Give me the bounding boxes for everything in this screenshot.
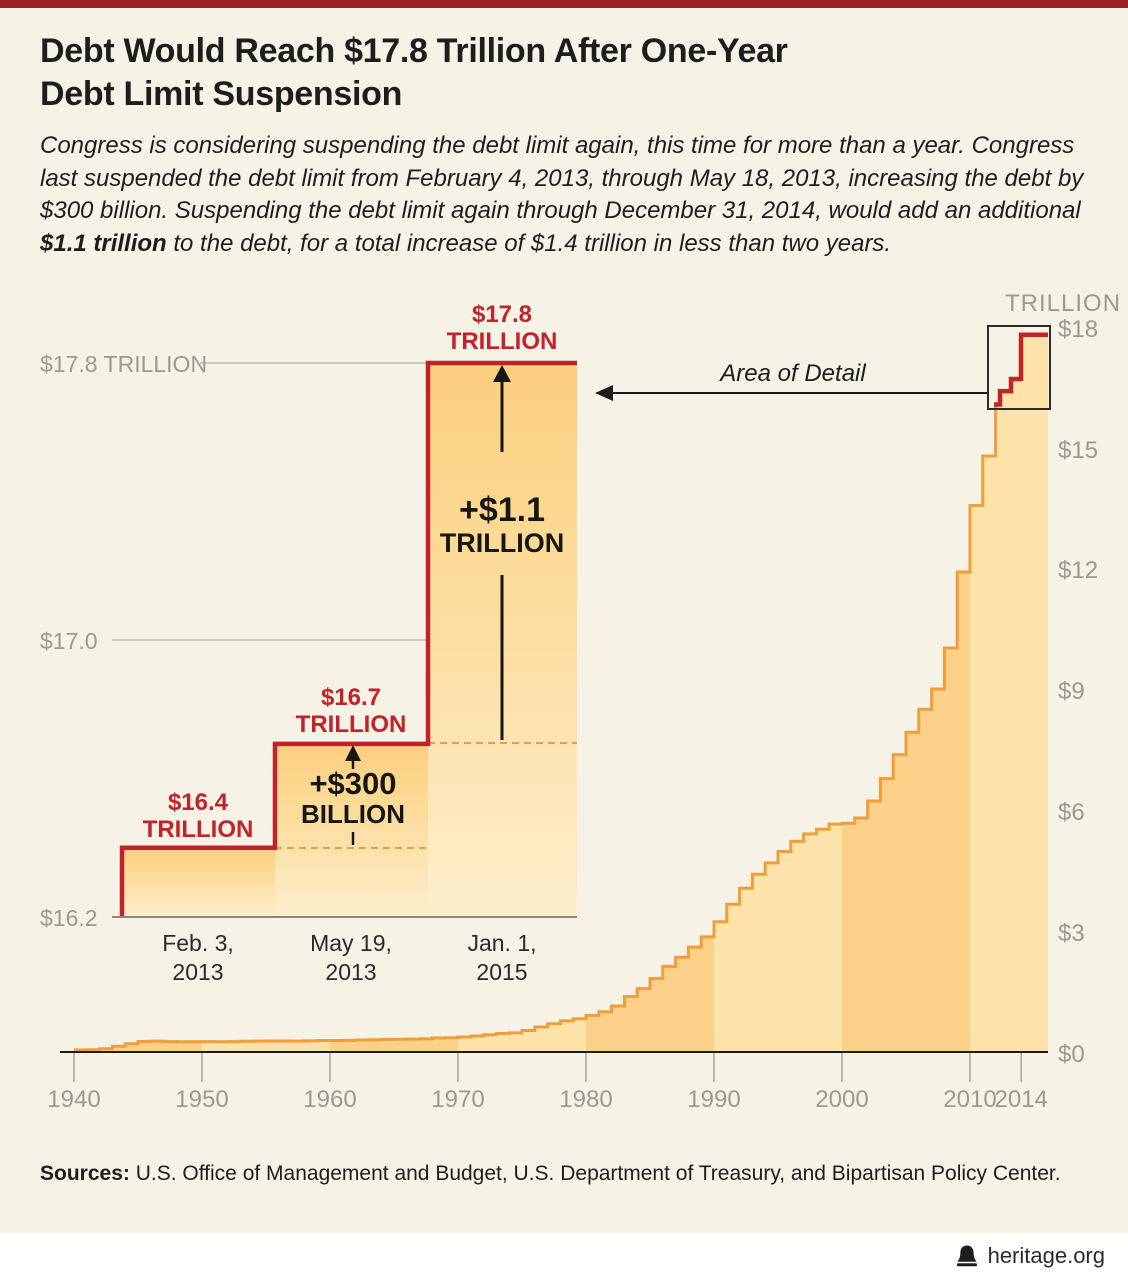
x-tick-label: 1950 bbox=[175, 1086, 229, 1113]
intro-text-1: Congress is considering suspending the d… bbox=[40, 132, 1084, 224]
y-tick-label: $18 bbox=[1058, 315, 1099, 343]
value-label-17-8: $17.8 TRILLION bbox=[402, 301, 602, 355]
y-tick-label: $6 bbox=[1058, 799, 1085, 827]
date-jan-line1: Jan. 1, bbox=[467, 930, 537, 956]
date-label-may-2013: May 19, 2013 bbox=[251, 929, 451, 987]
annotation-plus-300-billion: +$300 BILLION bbox=[253, 767, 453, 829]
inset-debt-step-line bbox=[119, 360, 577, 917]
top-accent-bar bbox=[0, 0, 1128, 8]
x-tick-label: 1980 bbox=[559, 1086, 613, 1113]
value-label-16-7: $16.7 TRILLION bbox=[251, 684, 451, 738]
ann-300-arrowhead bbox=[345, 745, 361, 761]
inset-y-label-16-2: $16.2 bbox=[40, 905, 98, 931]
inset-step-fill bbox=[122, 847, 275, 917]
page-title: Debt Would Reach $17.8 Trillion After On… bbox=[40, 30, 788, 116]
date-feb-line1: Feb. 3, bbox=[162, 930, 234, 956]
unit-16-4: TRILLION bbox=[142, 816, 254, 843]
date-may-line1: May 19, bbox=[310, 930, 392, 956]
x-tick-label: 2000 bbox=[815, 1086, 869, 1113]
brand-footer: heritage.org bbox=[955, 1243, 1105, 1269]
value-17-8: $17.8 bbox=[471, 301, 533, 328]
ann-300-unit: BILLION bbox=[301, 799, 405, 829]
title-line-1: Debt Would Reach $17.8 Trillion After On… bbox=[40, 32, 788, 70]
intro-paragraph: Congress is considering suspending the d… bbox=[40, 130, 1102, 260]
inset-y-label-17-0: $17.0 bbox=[40, 628, 98, 654]
x-axis-ticks bbox=[73, 1053, 1022, 1082]
date-may-line2: 2013 bbox=[325, 959, 377, 985]
sources-text: U.S. Office of Management and Budget, U.… bbox=[129, 1162, 1061, 1185]
inset-y-label-17-8: $17.8 TRILLION bbox=[40, 351, 208, 377]
area-of-detail-label: Area of Detail bbox=[720, 360, 866, 387]
annotation-plus-1-1-trillion: +$1.1 TRILLION bbox=[402, 492, 602, 558]
ann-11-arrowhead bbox=[493, 365, 511, 382]
ann-11-unit: TRILLION bbox=[439, 528, 565, 558]
decade-band bbox=[586, 334, 714, 1052]
sources-line: Sources: U.S. Office of Management and B… bbox=[40, 1162, 1061, 1186]
value-label-16-4: $16.4 TRILLION bbox=[98, 789, 298, 843]
x-tick-label: 2014 bbox=[994, 1086, 1048, 1113]
sources-label: Sources: bbox=[40, 1162, 130, 1185]
x-tick-label: 1940 bbox=[47, 1086, 101, 1113]
x-tick-label: 1960 bbox=[303, 1086, 357, 1113]
decade-band bbox=[970, 334, 1048, 1052]
date-feb-line2: 2013 bbox=[172, 959, 224, 985]
y-tick-label: $0 bbox=[1058, 1041, 1085, 1068]
decade-band bbox=[714, 334, 842, 1052]
intro-bold-figure: $1.1 trillion bbox=[40, 229, 167, 257]
decade-band bbox=[842, 334, 970, 1052]
liberty-bell-icon bbox=[956, 1245, 977, 1267]
value-16-4: $16.4 bbox=[167, 789, 229, 816]
date-label-jan-2015: Jan. 1, 2015 bbox=[402, 929, 602, 987]
debt-projection-highlight-line bbox=[994, 332, 1048, 407]
area-of-detail-arrowhead bbox=[595, 385, 613, 401]
ann-11-value: +$1.1 bbox=[458, 491, 546, 529]
unit-17-8: TRILLION bbox=[446, 328, 558, 355]
y-tick-label: $9 bbox=[1058, 678, 1085, 706]
x-tick-label: 2010 bbox=[943, 1086, 997, 1113]
value-16-7: $16.7 bbox=[320, 684, 382, 711]
detail-step-chart bbox=[112, 360, 577, 918]
intro-text-2: to the debt, for a total increase of $1.… bbox=[166, 229, 892, 257]
y-tick-label: $3 bbox=[1058, 920, 1085, 948]
x-tick-label: 1970 bbox=[431, 1086, 485, 1113]
main-y-axis-unit: TRILLION bbox=[1005, 290, 1122, 317]
title-line-2: Debt Limit Suspension bbox=[40, 75, 403, 113]
debt-history-line bbox=[74, 403, 998, 1052]
date-jan-line2: 2015 bbox=[476, 959, 528, 985]
date-label-feb-2013: Feb. 3, 2013 bbox=[98, 929, 298, 987]
y-tick-label: $12 bbox=[1058, 557, 1099, 585]
ann-300-value: +$300 bbox=[309, 766, 397, 801]
y-tick-label: $15 bbox=[1058, 436, 1099, 464]
unit-16-7: TRILLION bbox=[295, 711, 407, 738]
x-tick-label: 1990 bbox=[687, 1086, 741, 1113]
brand-text: heritage.org bbox=[987, 1243, 1105, 1268]
inset-step-fill bbox=[275, 743, 428, 917]
area-of-detail-box bbox=[987, 325, 1051, 410]
footer-strip bbox=[0, 1233, 1128, 1278]
